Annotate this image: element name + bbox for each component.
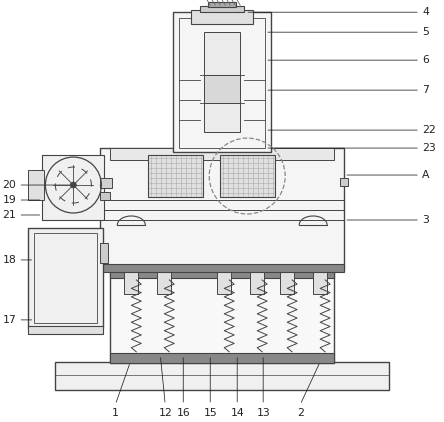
Bar [191, 10, 253, 24]
Bar [208, 2, 236, 7]
Bar [43, 155, 104, 220]
Bar [100, 243, 108, 263]
Bar [35, 233, 97, 323]
Bar [124, 272, 139, 294]
Bar [100, 148, 344, 270]
Bar [111, 268, 334, 363]
Text: 1: 1 [112, 408, 119, 418]
Bar [280, 272, 294, 294]
Bar [100, 192, 111, 200]
Bar [204, 32, 240, 132]
Text: 22: 22 [422, 125, 436, 135]
Bar [111, 148, 334, 160]
Bar [220, 155, 275, 197]
Bar [250, 272, 264, 294]
Bar [200, 6, 244, 12]
Bar [28, 326, 103, 334]
Bar [157, 272, 171, 294]
Bar [28, 170, 44, 200]
Bar [217, 272, 231, 294]
Text: 19: 19 [3, 195, 16, 205]
Bar [340, 178, 348, 186]
Text: 12: 12 [159, 408, 172, 418]
Bar [100, 264, 344, 272]
Text: 18: 18 [3, 255, 16, 265]
Bar [204, 75, 240, 103]
Text: 21: 21 [3, 210, 16, 220]
Circle shape [71, 182, 76, 188]
Text: 2: 2 [297, 408, 304, 418]
Bar [173, 12, 271, 152]
Text: 14: 14 [230, 408, 244, 418]
Text: 23: 23 [422, 143, 436, 153]
Bar [148, 155, 203, 197]
Text: 20: 20 [3, 180, 16, 190]
Text: 13: 13 [256, 408, 270, 418]
Text: 4: 4 [422, 7, 429, 17]
Bar [313, 272, 327, 294]
Text: 6: 6 [422, 55, 429, 65]
Text: 15: 15 [203, 408, 217, 418]
Bar [111, 268, 334, 278]
Text: 3: 3 [422, 215, 429, 225]
Text: 17: 17 [3, 315, 16, 325]
Bar [100, 178, 112, 188]
Bar [179, 18, 265, 148]
Bar [56, 362, 389, 390]
Bar [28, 228, 103, 328]
Text: 16: 16 [176, 408, 190, 418]
Text: 7: 7 [422, 85, 429, 95]
Text: 5: 5 [422, 27, 429, 37]
Bar [111, 353, 334, 363]
Text: A: A [422, 170, 429, 180]
